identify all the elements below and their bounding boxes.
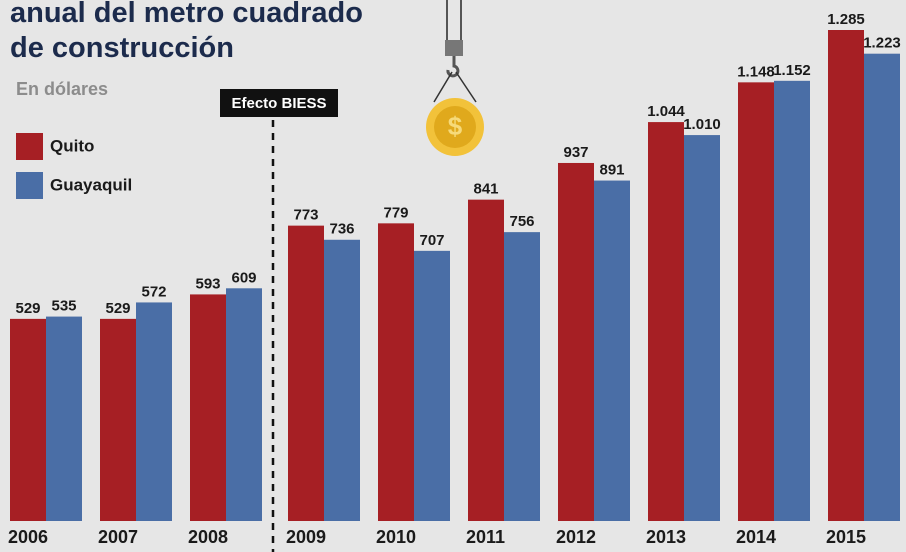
bar	[504, 232, 540, 521]
data-label: 1.285	[827, 11, 865, 28]
x-tick-label: 2008	[188, 527, 228, 547]
chart-title-line: de construcción	[10, 32, 234, 64]
data-label: 1.044	[647, 103, 685, 120]
annotation-box	[220, 89, 338, 117]
data-label: 593	[195, 275, 220, 292]
x-tick-label: 2007	[98, 527, 138, 547]
legend-swatch	[16, 172, 43, 199]
bar	[594, 180, 630, 522]
data-label: 773	[293, 207, 318, 224]
data-label: 736	[329, 221, 354, 238]
x-tick-label: 2010	[376, 527, 416, 547]
bar	[10, 318, 46, 521]
legend-swatch	[16, 133, 43, 160]
data-label: 937	[563, 144, 588, 161]
x-tick-label: 2015	[826, 527, 866, 547]
x-tick-label: 2014	[736, 527, 776, 547]
chart-title-line: anual del metro cuadrado	[10, 0, 363, 29]
bar	[558, 162, 594, 522]
data-label: 1.148	[737, 63, 775, 80]
bar	[684, 135, 720, 521]
x-tick-label: 2013	[646, 527, 686, 547]
bar	[468, 199, 504, 521]
data-label: 535	[51, 298, 76, 315]
data-label: 779	[383, 204, 408, 221]
legend-label: Quito	[50, 136, 94, 155]
crane-illustration: $	[426, 0, 484, 156]
data-label: 1.223	[863, 35, 901, 52]
annotation: Efecto BIESS	[231, 95, 326, 112]
bar	[414, 250, 450, 521]
data-label: 891	[599, 162, 624, 179]
data-label: 707	[419, 232, 444, 249]
bar	[100, 318, 136, 521]
bar	[226, 288, 262, 521]
x-tick-label: 2012	[556, 527, 596, 547]
subtitle: En dólares	[16, 79, 108, 99]
data-label: 841	[473, 181, 498, 198]
bar	[288, 225, 324, 521]
bar	[136, 302, 172, 521]
bar	[828, 30, 864, 521]
bar	[864, 53, 900, 521]
data-label: 572	[141, 283, 166, 300]
x-tick-label: 2006	[8, 527, 48, 547]
bar	[324, 239, 360, 521]
data-label: 609	[231, 269, 256, 286]
data-label: 1.010	[683, 116, 721, 133]
data-label: 1.152	[773, 62, 811, 79]
x-tick-label: 2011	[466, 527, 505, 547]
legend-label: Guayaquil	[50, 175, 132, 194]
data-label: 756	[509, 213, 534, 230]
bar	[378, 223, 414, 521]
bar	[190, 294, 226, 521]
data-label: 529	[15, 300, 40, 317]
x-tick-label: 2009	[286, 527, 326, 547]
coin-symbol: $	[448, 111, 463, 141]
bar	[46, 316, 82, 521]
data-label: 529	[105, 300, 130, 317]
bar	[738, 82, 774, 521]
bar	[774, 80, 810, 521]
bar	[648, 122, 684, 522]
